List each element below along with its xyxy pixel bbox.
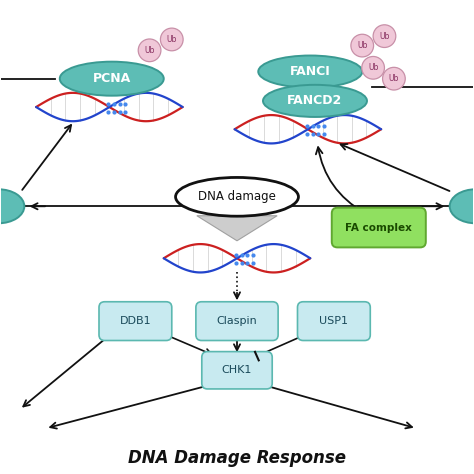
- Polygon shape: [197, 216, 277, 241]
- Text: USP1: USP1: [319, 316, 348, 326]
- Text: Claspin: Claspin: [217, 316, 257, 326]
- FancyBboxPatch shape: [196, 302, 278, 340]
- Circle shape: [160, 28, 183, 51]
- Text: DNA damage: DNA damage: [198, 191, 276, 203]
- Circle shape: [362, 56, 384, 79]
- Text: FANCI: FANCI: [290, 65, 331, 78]
- Circle shape: [351, 34, 374, 57]
- Text: FA complex: FA complex: [346, 223, 412, 233]
- Ellipse shape: [0, 189, 24, 223]
- Text: FANCD2: FANCD2: [287, 94, 343, 108]
- Ellipse shape: [450, 189, 474, 223]
- Text: Ub: Ub: [389, 74, 399, 83]
- Circle shape: [138, 39, 161, 62]
- Ellipse shape: [258, 55, 362, 88]
- Circle shape: [383, 67, 405, 90]
- Text: PCNA: PCNA: [92, 72, 131, 85]
- Text: CHK1: CHK1: [222, 365, 252, 375]
- Circle shape: [373, 25, 396, 47]
- Text: DDB1: DDB1: [119, 316, 151, 326]
- Ellipse shape: [60, 62, 164, 96]
- Text: Ub: Ub: [166, 35, 177, 44]
- Text: Ub: Ub: [357, 41, 367, 50]
- Text: DNA Damage Response: DNA Damage Response: [128, 449, 346, 467]
- Ellipse shape: [263, 85, 367, 117]
- FancyBboxPatch shape: [298, 302, 370, 340]
- Text: Ub: Ub: [145, 46, 155, 55]
- FancyBboxPatch shape: [99, 302, 172, 340]
- FancyBboxPatch shape: [202, 352, 272, 389]
- Ellipse shape: [175, 177, 299, 216]
- FancyBboxPatch shape: [332, 208, 426, 247]
- Text: Ub: Ub: [379, 32, 390, 41]
- Text: Ub: Ub: [368, 64, 378, 73]
